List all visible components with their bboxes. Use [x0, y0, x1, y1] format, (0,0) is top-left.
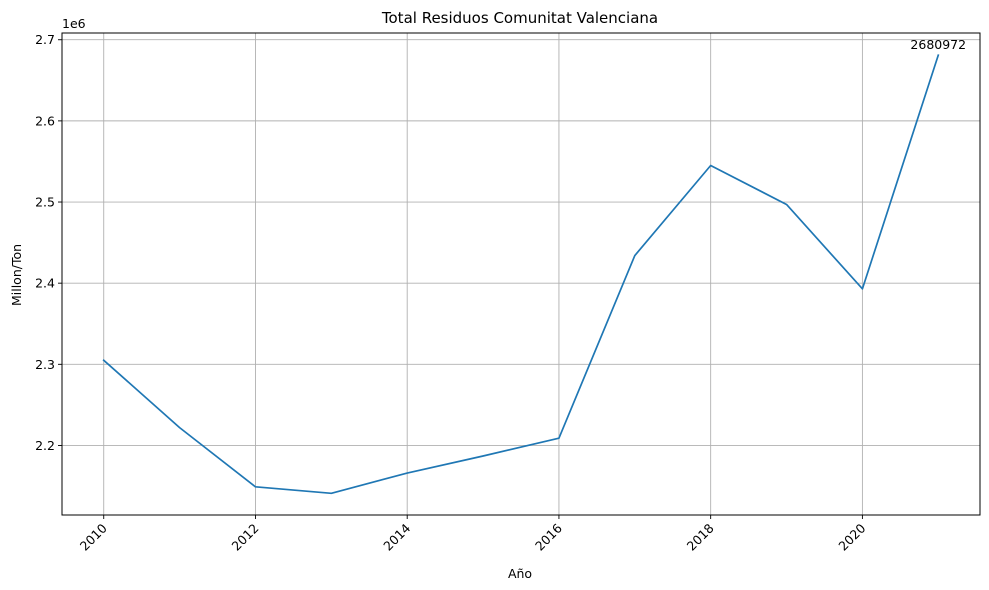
y-axis: 2.2 2.3 2.4 2.5 2.6 2.7 [35, 32, 62, 453]
y-tick-label: 2.4 [35, 276, 55, 291]
data-label: 2680972 [910, 37, 966, 52]
y-offset-label: 1e6 [62, 16, 86, 31]
y-tick-label: 2.6 [35, 113, 55, 128]
chart-title: Total Residuos Comunitat Valenciana [381, 9, 658, 27]
plot-frame [61, 32, 981, 516]
grid-lines [62, 33, 980, 515]
x-tick-label: 2010 [77, 520, 110, 553]
x-tick-label: 2018 [684, 520, 717, 553]
x-axis-label: Año [508, 566, 532, 581]
x-tick-label: 2020 [835, 520, 868, 553]
x-axis: 2010 2012 2014 2016 2018 2020 [77, 515, 869, 554]
y-tick-label: 2.2 [35, 438, 55, 453]
x-tick-label: 2012 [228, 521, 261, 554]
series-line [102, 54, 940, 495]
y-axis-label: Millon/Ton [9, 244, 24, 306]
annotations: 2680972 [910, 37, 966, 52]
y-tick-label: 2.3 [35, 357, 55, 372]
x-tick-label: 2016 [532, 520, 565, 553]
x-tick-label: 2014 [380, 520, 413, 553]
y-tick-label: 2.7 [35, 32, 55, 47]
y-tick-label: 2.5 [35, 195, 55, 210]
